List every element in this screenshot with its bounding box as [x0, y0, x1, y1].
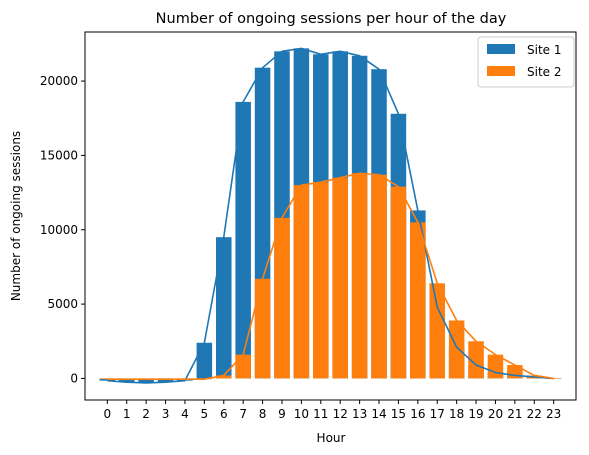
bar	[545, 378, 562, 379]
line-series-2	[107, 172, 554, 380]
bar	[99, 378, 116, 380]
bar	[196, 342, 213, 379]
x-tick-label: 9	[278, 407, 286, 421]
x-tick-label: 1	[123, 407, 131, 421]
x-tick-label: 5	[201, 407, 209, 421]
x-tick-label: 18	[449, 407, 464, 421]
x-tick-label: 0	[103, 407, 111, 421]
x-tick-label: 15	[391, 407, 406, 421]
bar	[274, 217, 290, 379]
x-tick-label: 22	[527, 407, 542, 421]
legend-swatch-site-2	[487, 66, 515, 76]
bar	[293, 185, 310, 379]
x-axis: 0 1 2 3 4 5 6 7 8 9 10 11 12 13 14 15 16 17 18 19 20 21 22 23	[103, 400, 561, 421]
x-tick-label: 10	[294, 407, 309, 421]
chart-title: Number of ongoing sessions per hour of t…	[156, 11, 507, 27]
bar	[390, 186, 407, 379]
legend-swatch-site-1	[487, 44, 515, 54]
legend-label-site-2: Site 2	[527, 65, 562, 79]
plot-area: 0 1 2 3 4 5 6 7 8 9 10 11 12 13 14 15 16 17 18 19 20 21 22 2305…	[40, 31, 577, 421]
bar	[215, 375, 232, 379]
legend: Site 1 Site 2	[477, 36, 575, 88]
y-axis-label: Number of ongoing sessions	[9, 131, 23, 301]
bar	[254, 278, 271, 379]
bar	[371, 174, 387, 379]
bar-series-2	[99, 173, 562, 380]
bar	[468, 341, 484, 379]
x-tick-label: 17	[430, 407, 445, 421]
bar	[410, 222, 426, 379]
y-tick-label: 20000	[40, 74, 78, 88]
y-tick-label: 10000	[40, 223, 78, 237]
bar	[332, 177, 348, 379]
y-tick-label: 0	[70, 371, 78, 385]
x-tick-label: 16	[410, 407, 425, 421]
x-tick-label: 11	[313, 407, 328, 421]
x-tick-label: 20	[488, 407, 503, 421]
y-tick-label: 5000	[47, 297, 78, 311]
bar-series-1	[99, 48, 562, 383]
x-tick-label: 7	[239, 407, 247, 421]
x-axis-label: Hour	[317, 431, 346, 445]
y-axis: 0 5000 10000 15000 20000	[40, 74, 85, 385]
x-tick-label: 2	[142, 407, 150, 421]
legend-label-site-1: Site 1	[527, 43, 562, 57]
bar	[157, 378, 174, 383]
x-tick-label: 19	[468, 407, 483, 421]
line-series-1	[107, 47, 554, 384]
x-tick-label: 8	[259, 407, 267, 421]
x-tick-label: 14	[371, 407, 386, 421]
x-tick-label: 6	[220, 407, 228, 421]
bar	[215, 237, 232, 379]
x-tick-label: 12	[333, 407, 348, 421]
bar	[448, 320, 465, 379]
x-tick-label: 3	[162, 407, 170, 421]
plot-frame	[84, 31, 577, 401]
bar	[235, 101, 251, 379]
bar	[429, 283, 446, 379]
bar	[99, 378, 116, 381]
bar	[118, 378, 135, 383]
bar	[235, 354, 251, 379]
bar	[351, 173, 368, 379]
x-tick-label: 21	[507, 407, 522, 421]
bar	[313, 182, 329, 379]
bar	[138, 378, 154, 383]
x-tick-label: 4	[181, 407, 189, 421]
y-tick-label: 15000	[40, 148, 78, 162]
x-tick-label: 23	[546, 407, 561, 421]
x-tick-label: 13	[352, 407, 367, 421]
